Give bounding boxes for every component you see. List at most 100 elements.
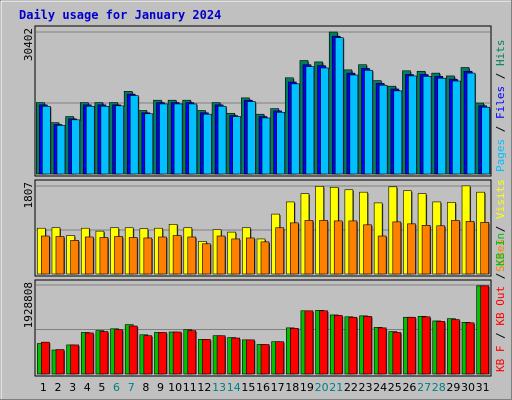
- bar-top-pages-16: [261, 117, 271, 175]
- bar-middle-sites-21: [333, 220, 343, 275]
- bar-top-pages-4: [85, 105, 95, 175]
- bar-top-pages-14: [232, 116, 242, 175]
- day-label-21: 21: [329, 381, 343, 394]
- bar-top-pages-28: [437, 77, 447, 175]
- bar-middle-sites-24: [377, 235, 387, 275]
- day-label-4: 4: [84, 381, 91, 394]
- legend-middle: Sites / Visits: [494, 179, 507, 272]
- legend-item-sites: Sites: [494, 239, 507, 272]
- bar-bottom-kb-out-16: [260, 344, 270, 375]
- bar-bottom-kb-out-1: [41, 341, 50, 375]
- day-label-7: 7: [128, 381, 135, 394]
- bar-top-pages-25: [393, 90, 403, 175]
- bar-top-pages-11: [188, 103, 198, 175]
- bar-top-pages-6: [115, 105, 124, 175]
- day-label-9: 9: [157, 381, 164, 394]
- bar-top-pages-15: [247, 101, 256, 175]
- bar-middle-sites-28: [436, 225, 446, 275]
- bar-bottom-kb-out-17: [275, 341, 284, 375]
- bar-bottom-kb-out-31: [480, 285, 489, 375]
- bar-middle-sites-17: [275, 227, 284, 275]
- bar-top-pages-9: [159, 103, 168, 175]
- day-label-6: 6: [113, 381, 120, 394]
- bar-bottom-kb-out-14: [231, 337, 241, 375]
- legend-item-kb-in: KB In: [494, 233, 507, 266]
- legend-separator: /: [494, 266, 507, 286]
- bar-middle-sites-13: [216, 235, 226, 275]
- bar-bottom-kb-out-13: [216, 335, 226, 375]
- bar-top-pages-27: [422, 76, 432, 175]
- day-label-28: 28: [432, 381, 446, 394]
- day-label-19: 19: [300, 381, 314, 394]
- day-label-22: 22: [344, 381, 358, 394]
- bar-top-pages-23: [364, 70, 373, 175]
- bar-top-pages-13: [217, 105, 227, 175]
- bar-bottom-kb-out-25: [392, 332, 402, 375]
- day-label-3: 3: [69, 381, 76, 394]
- bar-middle-sites-1: [41, 235, 50, 275]
- bar-middle-sites-15: [246, 237, 255, 275]
- bar-middle-sites-8: [143, 237, 153, 275]
- day-label-10: 10: [168, 381, 182, 394]
- bar-bottom-kb-out-9: [158, 332, 167, 375]
- day-label-12: 12: [197, 381, 211, 394]
- bar-top-pages-7: [129, 95, 139, 175]
- bar-middle-sites-5: [99, 237, 109, 275]
- bar-middle-sites-31: [480, 222, 489, 275]
- day-label-2: 2: [54, 381, 61, 394]
- bar-bottom-kb-out-19: [304, 310, 314, 375]
- legend-bottom: KB F / KB Out / KB In: [494, 233, 507, 372]
- bar-bottom-kb-out-10: [172, 331, 182, 375]
- day-label-13: 13: [212, 381, 226, 394]
- legend-separator: /: [494, 119, 507, 139]
- bar-bottom-kb-out-5: [99, 331, 109, 375]
- bar-bottom-kb-out-18: [289, 328, 299, 375]
- day-label-20: 20: [315, 381, 329, 394]
- day-label-27: 27: [417, 381, 431, 394]
- day-label-5: 5: [98, 381, 105, 394]
- bar-bottom-kb-out-2: [55, 349, 65, 375]
- bar-middle-sites-29: [451, 220, 460, 275]
- bar-top-pages-24: [378, 84, 388, 175]
- bar-top-pages-21: [334, 37, 344, 175]
- bar-top-pages-3: [71, 119, 80, 175]
- bar-bottom-kb-out-22: [348, 316, 358, 375]
- chart-title: Daily usage for January 2024: [19, 8, 221, 22]
- day-label-8: 8: [142, 381, 149, 394]
- bar-bottom-kb-out-7: [128, 325, 138, 375]
- bar-bottom-kb-out-6: [114, 329, 123, 375]
- bar-top-pages-8: [144, 113, 154, 175]
- bar-top-pages-5: [100, 105, 110, 175]
- legend-separator: /: [494, 219, 507, 239]
- bar-middle-sites-27: [421, 225, 431, 275]
- bar-top-pages-12: [203, 113, 212, 175]
- bar-middle-sites-14: [231, 238, 241, 275]
- bar-middle-sites-11: [187, 236, 197, 275]
- bar-middle-sites-7: [128, 237, 138, 275]
- ymax-label-top: 30402: [22, 28, 35, 61]
- day-label-26: 26: [402, 381, 416, 394]
- bar-middle-sites-9: [158, 236, 167, 275]
- ymax-label-middle: 1807: [22, 182, 35, 209]
- bar-middle-sites-3: [70, 240, 79, 275]
- legend-separator: /: [494, 326, 507, 346]
- day-label-18: 18: [285, 381, 299, 394]
- day-label-31: 31: [476, 381, 490, 394]
- bar-bottom-kb-out-11: [187, 330, 197, 375]
- bar-top-pages-29: [452, 80, 461, 175]
- bar-top-pages-2: [56, 125, 66, 175]
- bar-middle-sites-16: [260, 241, 270, 275]
- day-label-16: 16: [256, 381, 270, 394]
- bar-bottom-kb-out-26: [407, 316, 416, 375]
- bar-bottom-kb-out-12: [202, 339, 211, 375]
- bar-top-pages-26: [408, 75, 417, 175]
- bar-bottom-kb-out-4: [84, 332, 94, 375]
- legend-item-kb-f: KB F: [494, 346, 507, 373]
- bar-middle-sites-6: [114, 236, 123, 275]
- bar-middle-sites-22: [348, 220, 358, 275]
- bar-bottom-kb-out-23: [363, 316, 372, 375]
- bar-top-pages-22: [349, 74, 359, 175]
- day-label-14: 14: [227, 381, 241, 394]
- day-label-29: 29: [446, 381, 460, 394]
